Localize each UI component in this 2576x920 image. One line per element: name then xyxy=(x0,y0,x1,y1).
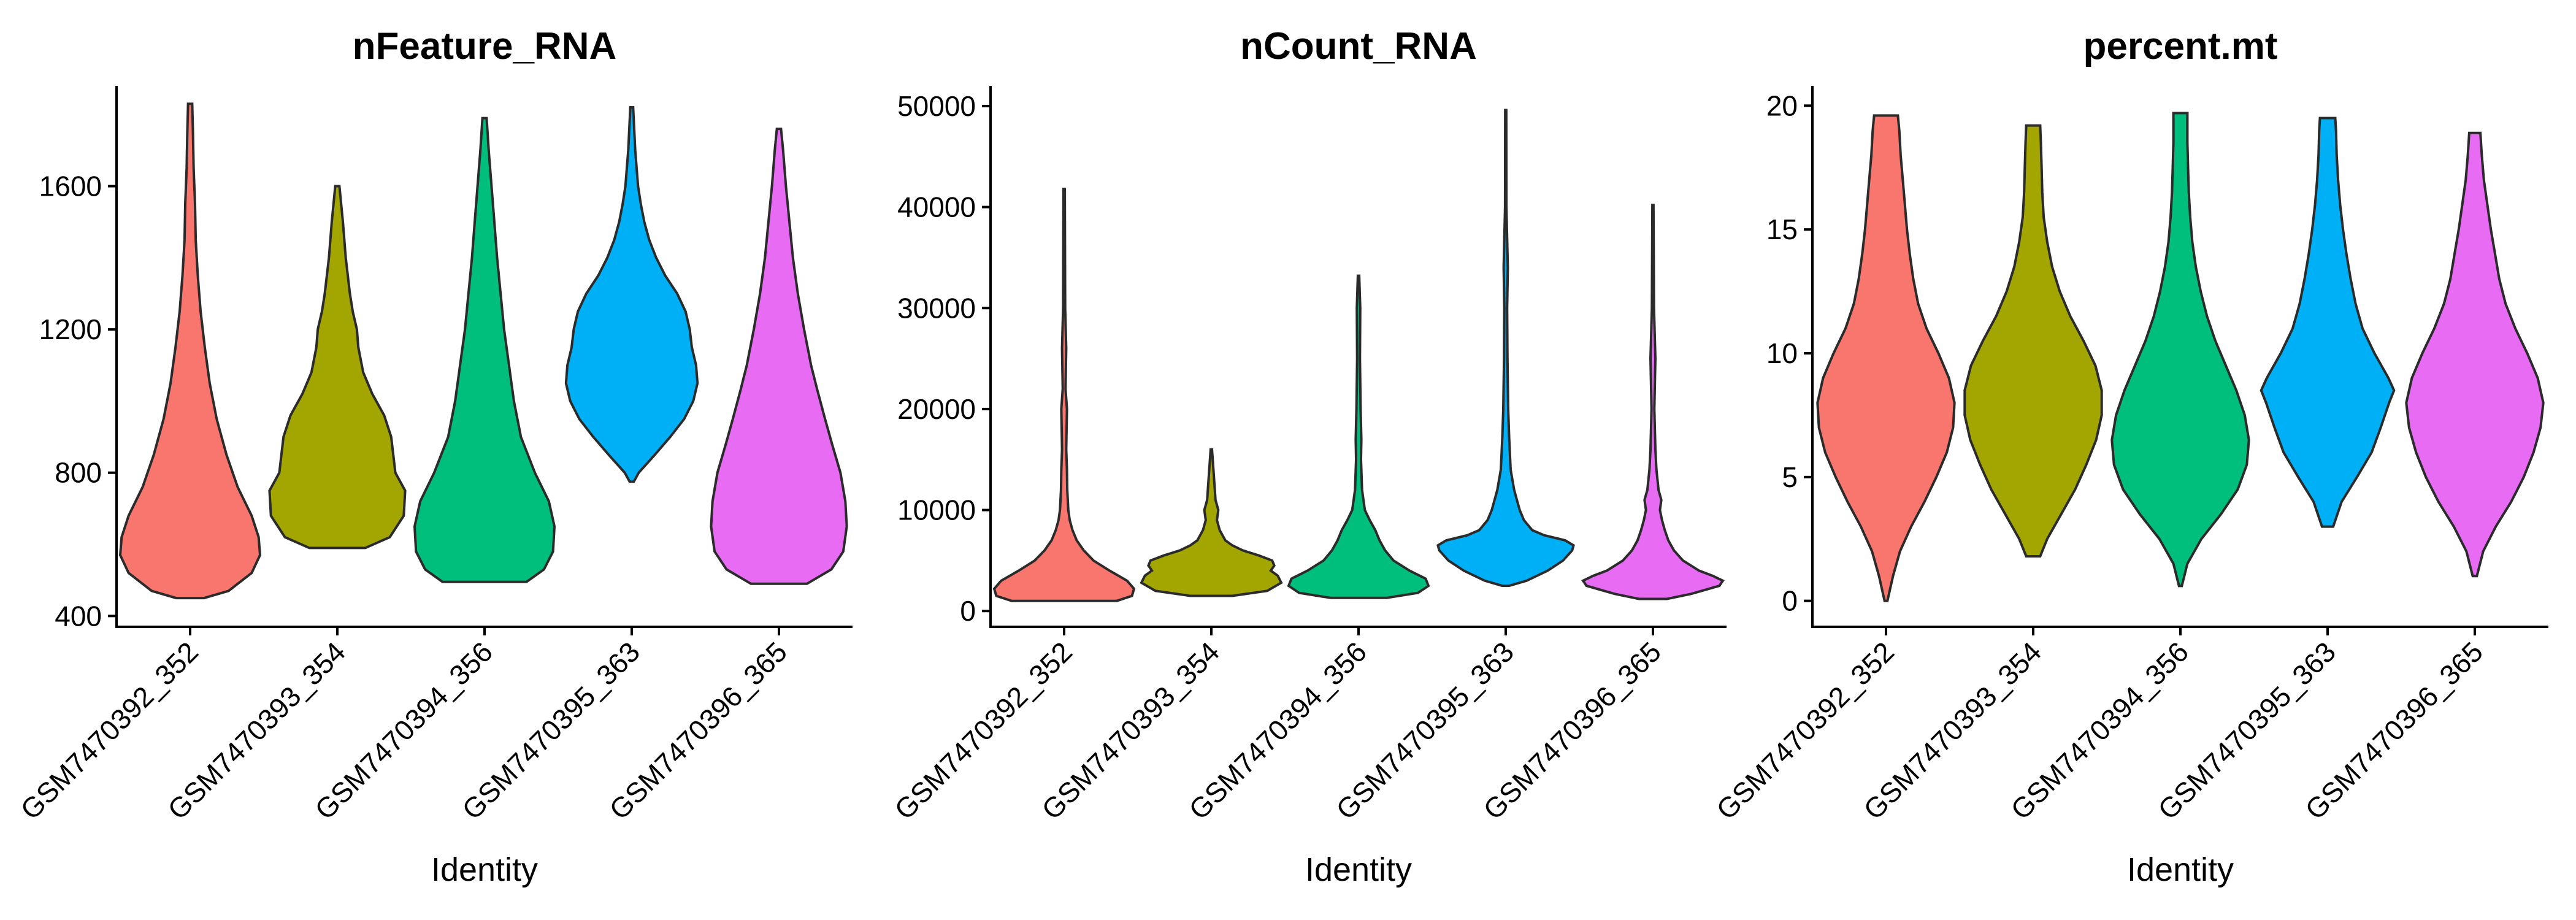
y-tick-label: 0 xyxy=(1782,585,1798,617)
violin-GSM7470394_356 xyxy=(413,117,556,583)
y-tick-label: 40000 xyxy=(897,191,976,223)
panel-title: nFeature_RNA xyxy=(353,25,617,67)
y-tick-label: 1200 xyxy=(39,313,102,345)
violin-GSM7470393_354 xyxy=(1963,124,2103,558)
y-tick-label: 20 xyxy=(1766,90,1798,121)
panel-1: nFeature_RNA40080012001600GSM7470392_352… xyxy=(14,25,853,888)
violin-GSM7470395_363 xyxy=(2260,117,2396,528)
violin-GSM7470394_356 xyxy=(2110,112,2250,588)
y-tick-label: 400 xyxy=(55,600,102,632)
violin-GSM7470396_365 xyxy=(1581,204,1725,600)
violin-GSM7470396_365 xyxy=(710,128,848,585)
y-tick-label: 10000 xyxy=(897,494,976,526)
violin-GSM7470392_352 xyxy=(1816,114,1956,602)
panel-title: nCount_RNA xyxy=(1240,25,1477,67)
y-tick-label: 10 xyxy=(1766,337,1798,369)
x-axis-label: Identity xyxy=(1305,851,1412,888)
y-tick-label: 20000 xyxy=(897,393,976,425)
violin-GSM7470392_352 xyxy=(118,102,262,600)
x-axis-label: Identity xyxy=(2127,851,2234,888)
y-tick-label: 15 xyxy=(1766,213,1798,245)
panel-3: percent.mt05101520GSM7470392_352GSM74703… xyxy=(1710,25,2548,888)
y-tick-label: 0 xyxy=(960,595,976,627)
x-axis-label: Identity xyxy=(431,851,538,888)
y-tick-label: 5 xyxy=(1782,461,1798,493)
violin-GSM7470393_354 xyxy=(268,185,407,550)
violin-GSM7470396_365 xyxy=(2405,131,2545,578)
y-tick-label: 50000 xyxy=(897,90,976,122)
violin-GSM7470392_352 xyxy=(992,188,1136,602)
y-tick-label: 1600 xyxy=(39,171,102,202)
panel-2: nCount_RNA01000020000300004000050000GSM7… xyxy=(888,25,1727,888)
y-tick-label: 30000 xyxy=(897,292,976,324)
violin-GSM7470395_363 xyxy=(564,106,699,483)
panel-title: percent.mt xyxy=(2083,25,2278,67)
y-tick-label: 800 xyxy=(55,457,102,489)
violin-GSM7470394_356 xyxy=(1287,274,1430,599)
violin-GSM7470393_354 xyxy=(1140,448,1283,597)
violin-GSM7470395_363 xyxy=(1436,109,1575,588)
